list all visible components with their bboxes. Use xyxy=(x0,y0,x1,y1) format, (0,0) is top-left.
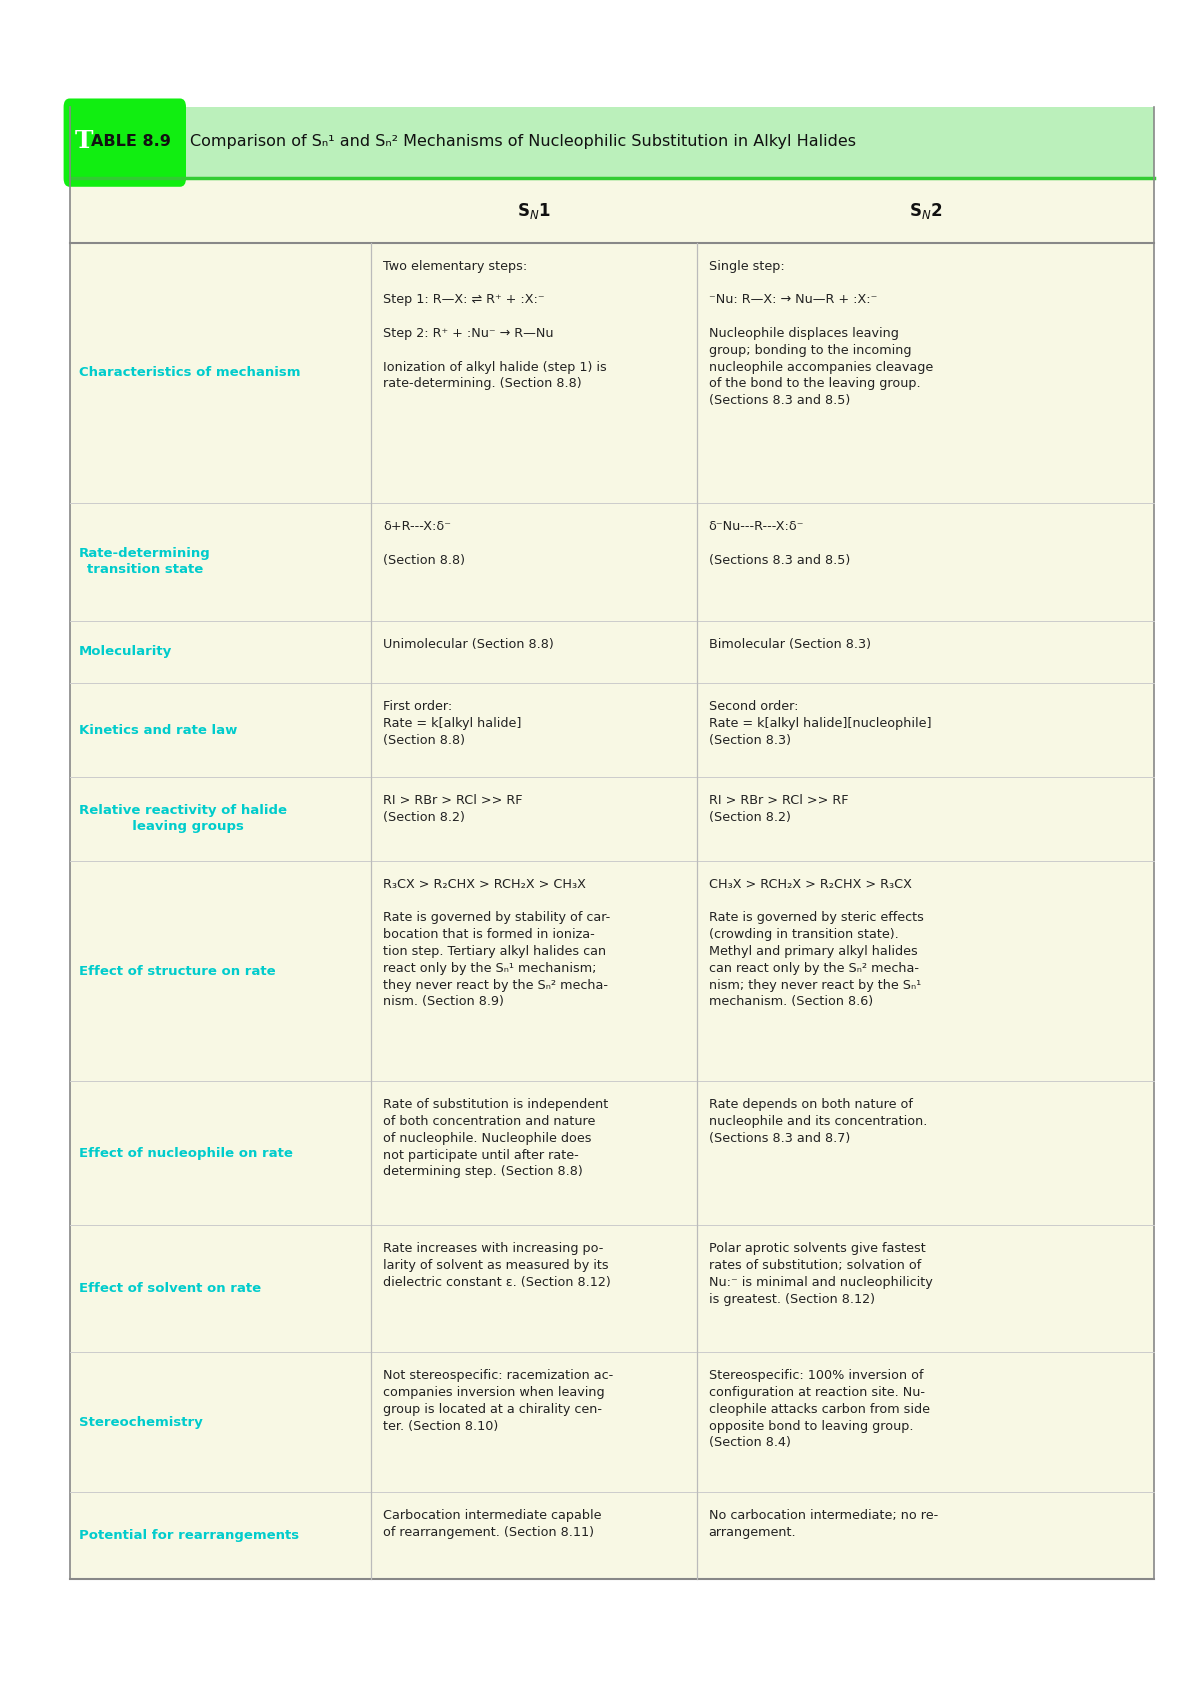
Text: Effect of nucleophile on rate: Effect of nucleophile on rate xyxy=(79,1146,293,1160)
Bar xyxy=(70,107,1154,178)
Text: Second order:
Rate = k[alkyl halide][nucleophile]
(Section 8.3): Second order: Rate = k[alkyl halide][nuc… xyxy=(709,700,931,747)
Text: Bimolecular (Section 8.3): Bimolecular (Section 8.3) xyxy=(709,637,871,650)
Text: R₃CX > R₂CHX > RCH₂X > CH₃X

Rate is governed by stability of car-
bocation that: R₃CX > R₂CHX > RCH₂X > CH₃X Rate is gove… xyxy=(383,878,611,1009)
Text: Stereospecific: 100% inversion of
configuration at reaction site. Nu-
cleophile : Stereospecific: 100% inversion of config… xyxy=(709,1369,930,1450)
Text: Relative reactivity of halide
  leaving groups: Relative reactivity of halide leaving gr… xyxy=(79,805,287,834)
Text: RI > RBr > RCl >> RF
(Section 8.2): RI > RBr > RCl >> RF (Section 8.2) xyxy=(383,793,523,824)
Text: Potential for rearrangements: Potential for rearrangements xyxy=(79,1530,299,1542)
Text: Characteristics of mechanism: Characteristics of mechanism xyxy=(79,367,301,379)
Text: δ+R---X:δ⁻

(Section 8.8): δ+R---X:δ⁻ (Section 8.8) xyxy=(383,520,466,567)
Text: First order:
Rate = k[alkyl halide]
(Section 8.8): First order: Rate = k[alkyl halide] (Sec… xyxy=(383,700,522,747)
Text: Rate depends on both nature of
nucleophile and its concentration.
(Sections 8.3 : Rate depends on both nature of nucleophi… xyxy=(709,1099,926,1144)
Text: Not stereospecific: racemization ac-
companies inversion when leaving
group is l: Not stereospecific: racemization ac- com… xyxy=(383,1369,613,1433)
Text: Effect of solvent on rate: Effect of solvent on rate xyxy=(79,1282,262,1296)
Text: Molecularity: Molecularity xyxy=(79,645,173,659)
Text: Stereochemistry: Stereochemistry xyxy=(79,1416,203,1428)
Text: Effect of structure on rate: Effect of structure on rate xyxy=(79,964,276,978)
Text: No carbocation intermediate; no re-
arrangement.: No carbocation intermediate; no re- arra… xyxy=(709,1510,938,1538)
FancyBboxPatch shape xyxy=(64,98,186,187)
Text: CH₃X > RCH₂X > R₂CHX > R₃CX

Rate is governed by steric effects
(crowding in tra: CH₃X > RCH₂X > R₂CHX > R₃CX Rate is gove… xyxy=(709,878,924,1009)
Text: Single step:

⁻Nu: R—X: → Nu—R + :X:⁻

Nucleophile displaces leaving
group; bond: Single step: ⁻Nu: R—X: → Nu—R + :X:⁻ Nuc… xyxy=(709,260,932,408)
Text: Carbocation intermediate capable
of rearrangement. (Section 8.11): Carbocation intermediate capable of rear… xyxy=(383,1510,601,1538)
Text: Polar aprotic solvents give fastest
rates of substitution; solvation of
Nu:⁻ is : Polar aprotic solvents give fastest rate… xyxy=(709,1243,932,1306)
Text: Kinetics and rate law: Kinetics and rate law xyxy=(79,723,238,737)
Text: S$_N$2: S$_N$2 xyxy=(908,200,942,221)
Text: δ⁻Nu---R---X:δ⁻

(Sections 8.3 and 8.5): δ⁻Nu---R---X:δ⁻ (Sections 8.3 and 8.5) xyxy=(709,520,850,567)
Text: Rate-determining
transition state: Rate-determining transition state xyxy=(79,547,211,576)
Text: Rate increases with increasing po-
larity of solvent as measured by its
dielectr: Rate increases with increasing po- larit… xyxy=(383,1243,611,1289)
Text: Two elementary steps:

Step 1: R—X: ⇌ R⁺ + :X:⁻

Step 2: R⁺ + :Nu⁻ → R—Nu

Ioniz: Two elementary steps: Step 1: R—X: ⇌ R⁺ … xyxy=(383,260,607,391)
Text: Comparison of Sₙ¹ and Sₙ² Mechanisms of Nucleophilic Substitution in Alkyl Halid: Comparison of Sₙ¹ and Sₙ² Mechanisms of … xyxy=(190,134,856,149)
Text: Unimolecular (Section 8.8): Unimolecular (Section 8.8) xyxy=(383,637,554,650)
Text: Rate of substitution is independent
of both concentration and nature
of nucleoph: Rate of substitution is independent of b… xyxy=(383,1099,608,1178)
Text: RI > RBr > RCl >> RF
(Section 8.2): RI > RBr > RCl >> RF (Section 8.2) xyxy=(709,793,848,824)
Text: S$_N$1: S$_N$1 xyxy=(517,200,551,221)
Bar xyxy=(70,178,1154,1579)
Text: ABLE 8.9: ABLE 8.9 xyxy=(91,134,172,149)
Text: T: T xyxy=(74,129,92,153)
